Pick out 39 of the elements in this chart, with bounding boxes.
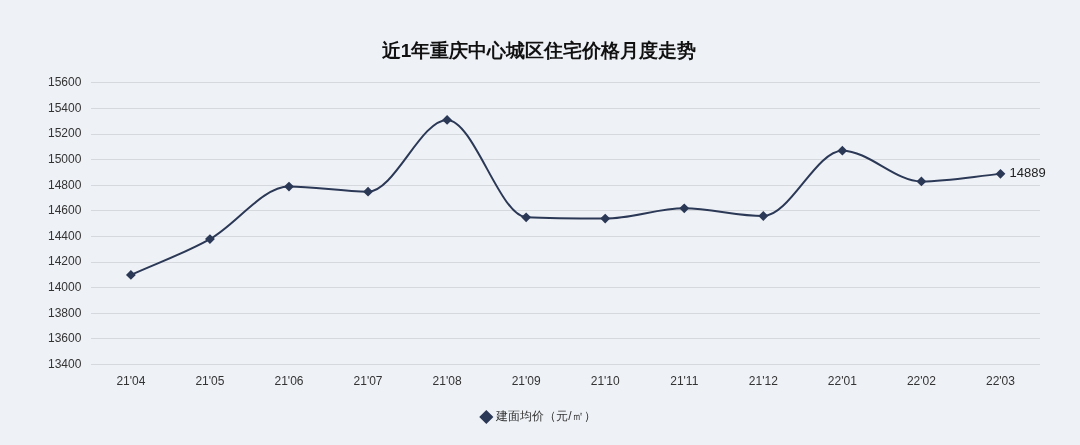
y-tick-label: 13800 [47,305,82,320]
data-label: 14889 [1009,165,1046,181]
point [205,234,215,244]
point [284,182,294,192]
x-tick-label: 21'11 [670,374,699,389]
y-tick-label: 15000 [47,151,82,166]
point [442,115,452,125]
x-tick-label: 22'01 [827,374,858,389]
y-tick-label: 14200 [47,254,82,269]
point [363,187,373,197]
y-tick-label: 13400 [47,356,82,371]
y-tick-label: 15200 [47,126,82,141]
point [679,203,689,213]
x-tick-label: 22'03 [985,374,1016,389]
x-tick-label: 21'09 [511,374,541,389]
point [916,176,926,186]
point [758,211,768,221]
y-tick-label: 15400 [47,100,82,115]
y-tick-label: 14400 [47,228,82,243]
x-tick-label: 21'12 [748,374,779,389]
x-tick-label: 21'06 [274,374,304,389]
x-tick-label: 22'02 [906,374,937,389]
y-tick-label: 14800 [47,177,82,192]
x-tick-label: 21'08 [432,374,462,389]
x-tick-label: 21'05 [195,374,225,389]
y-tick-label: 14000 [47,280,82,295]
legend-label: 建面均价（元/㎡） [495,409,596,424]
point [600,214,610,224]
x-tick-label: 21'04 [116,374,146,389]
y-tick-label: 15600 [47,75,82,90]
y-tick-label: 13600 [47,331,82,346]
x-tick-label: 21'10 [590,374,621,389]
point [126,270,136,280]
x-tick-label: 21'07 [353,374,383,389]
point [521,212,531,222]
chart-title: 近1年重庆中心城区住宅价格月度走势 [380,39,697,61]
point [995,169,1005,179]
y-tick-label: 14600 [47,203,82,218]
point [837,146,847,156]
